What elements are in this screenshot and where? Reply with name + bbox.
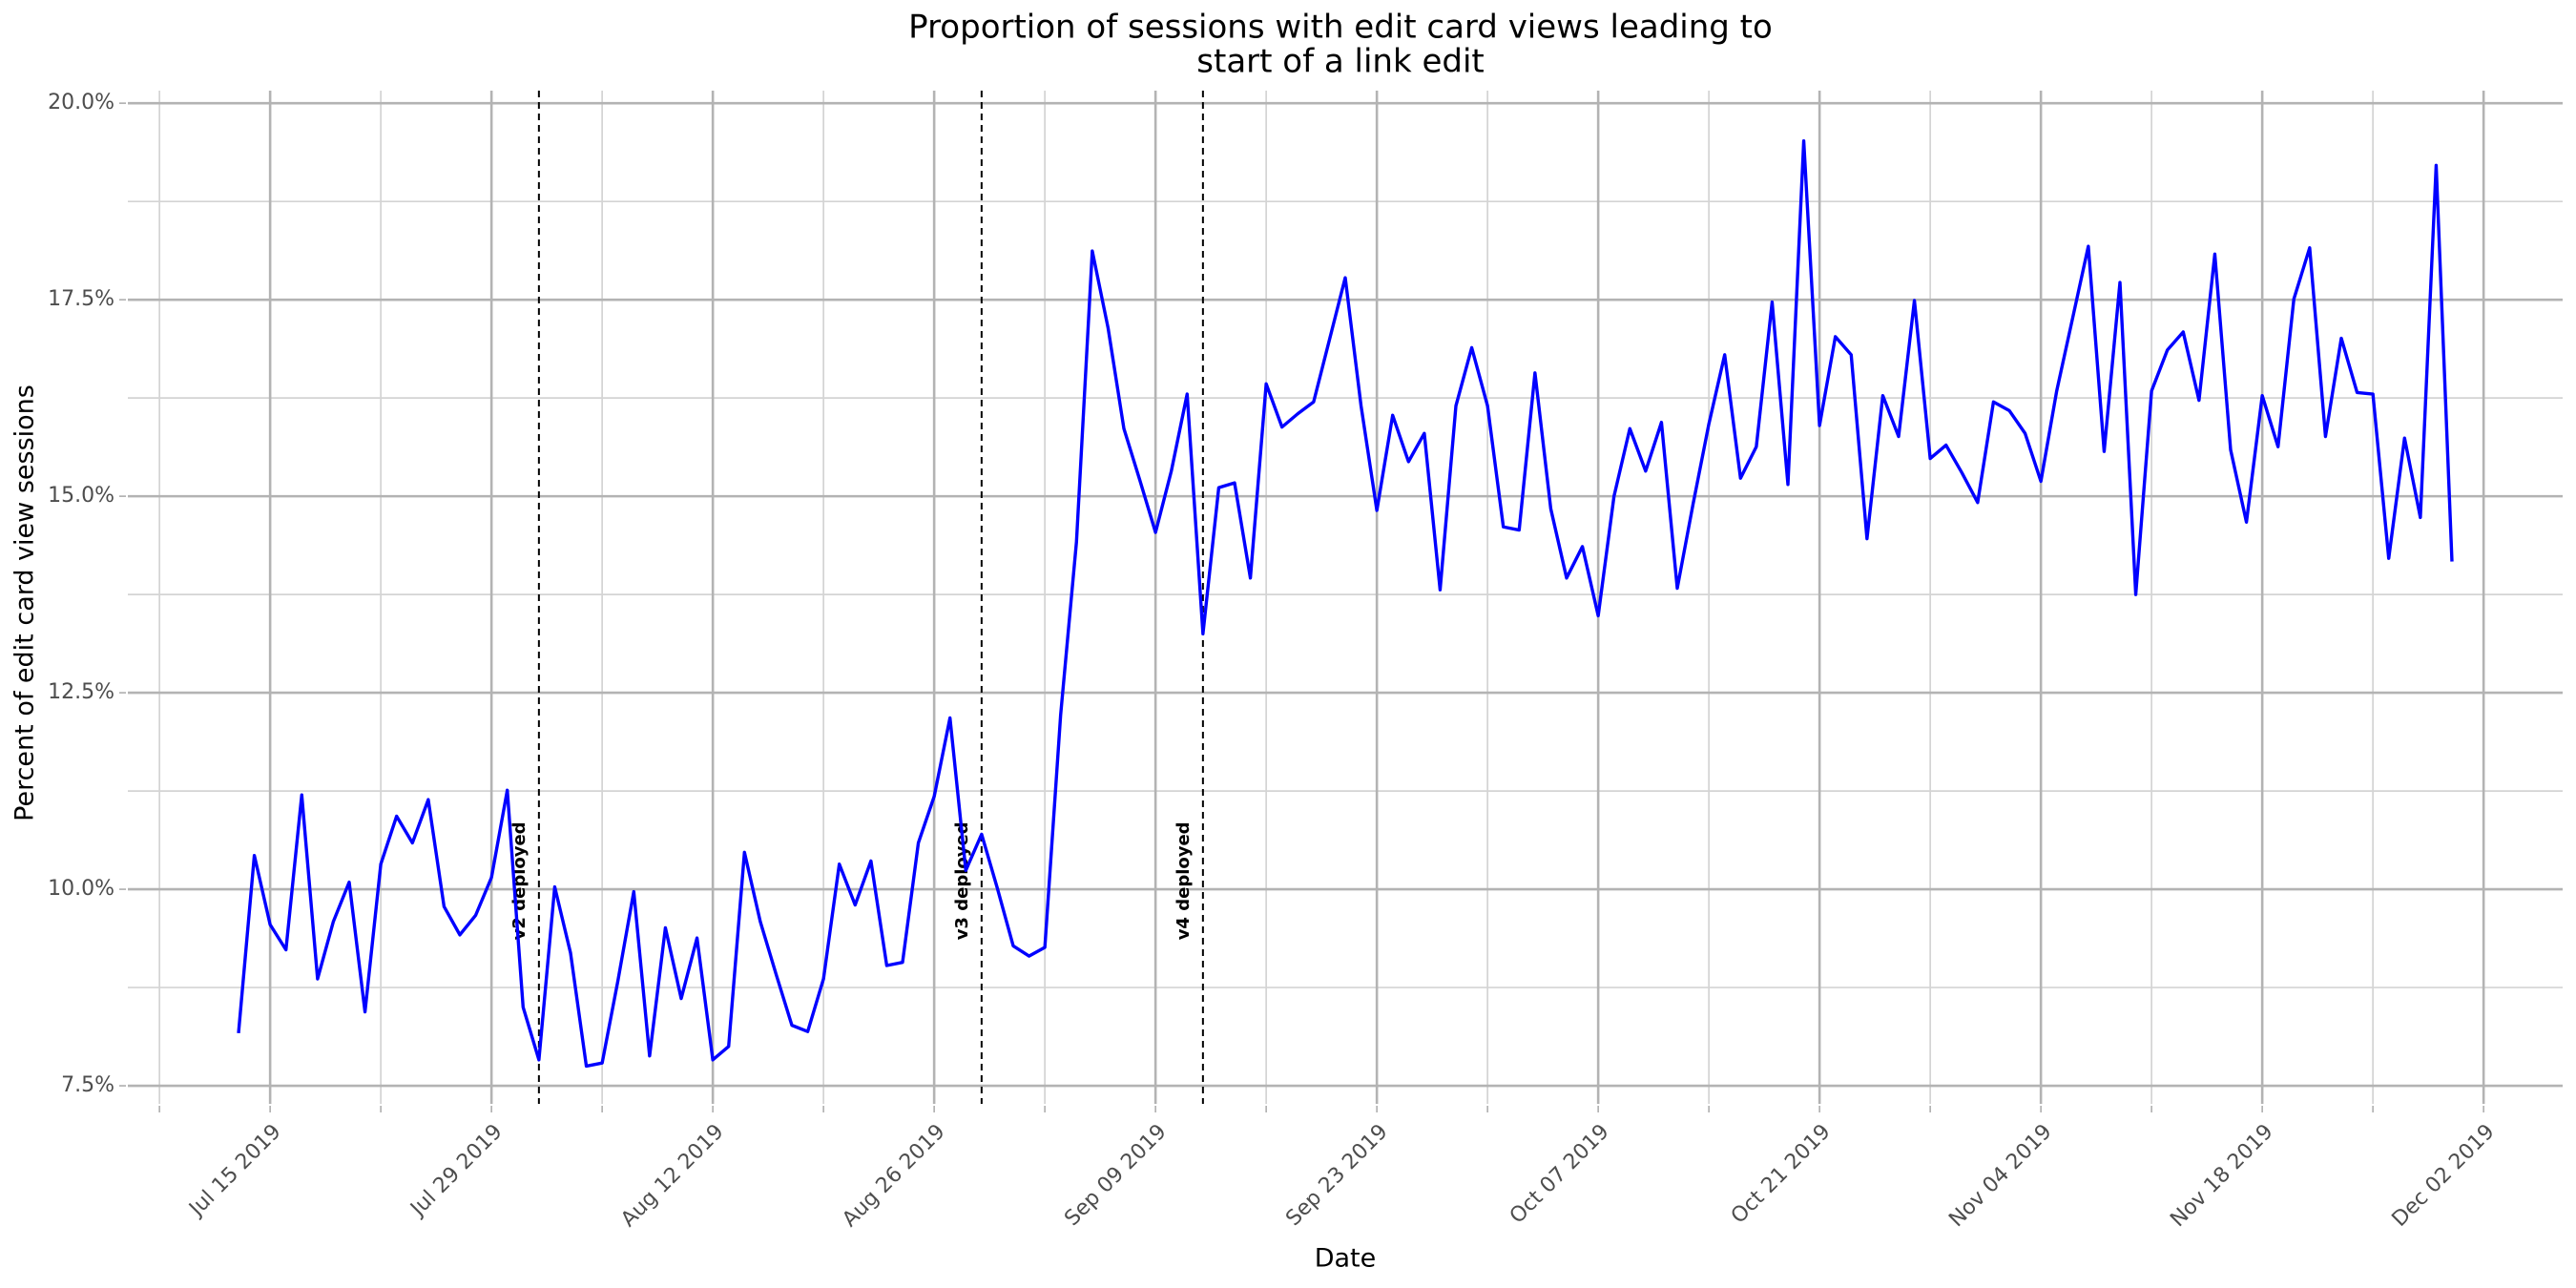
x-axis-title: Date xyxy=(1315,1244,1377,1274)
y-axis-title: Percent of edit card view sessions xyxy=(10,384,40,821)
x-tick-label: Aug 12 2019 xyxy=(616,1120,728,1232)
y-tick-label: 10.0% xyxy=(48,877,114,901)
x-tick-label: Sep 09 2019 xyxy=(1060,1120,1171,1231)
x-tick-label: Aug 26 2019 xyxy=(838,1120,949,1232)
annotation-label: v3 deployed xyxy=(952,821,972,940)
chart-title: start of a link edit xyxy=(1196,43,1484,81)
x-tick-label: Jul 15 2019 xyxy=(183,1120,285,1222)
x-tick-label: Dec 02 2019 xyxy=(2388,1120,2500,1232)
y-tick-label: 15.0% xyxy=(48,484,114,508)
x-tick-label: Jul 29 2019 xyxy=(405,1120,507,1222)
annotation-label: v2 deployed xyxy=(509,821,530,940)
data-line xyxy=(237,139,2454,1069)
x-tick-label: Nov 04 2019 xyxy=(1944,1120,2056,1232)
chart-title: Proportion of sessions with edit card vi… xyxy=(908,9,1773,47)
annotation-label: v4 deployed xyxy=(1174,821,1194,940)
x-tick-label: Oct 21 2019 xyxy=(1727,1120,1836,1229)
y-tick-label: 7.5% xyxy=(61,1073,114,1097)
x-tick-label: Nov 18 2019 xyxy=(2166,1120,2277,1232)
y-tick-label: 12.5% xyxy=(48,680,114,704)
y-tick-label: 17.5% xyxy=(48,287,114,311)
y-tick-label: 20.0% xyxy=(48,91,114,114)
x-tick-label: Oct 07 2019 xyxy=(1506,1120,1614,1229)
x-tick-label: Sep 23 2019 xyxy=(1281,1120,1392,1231)
